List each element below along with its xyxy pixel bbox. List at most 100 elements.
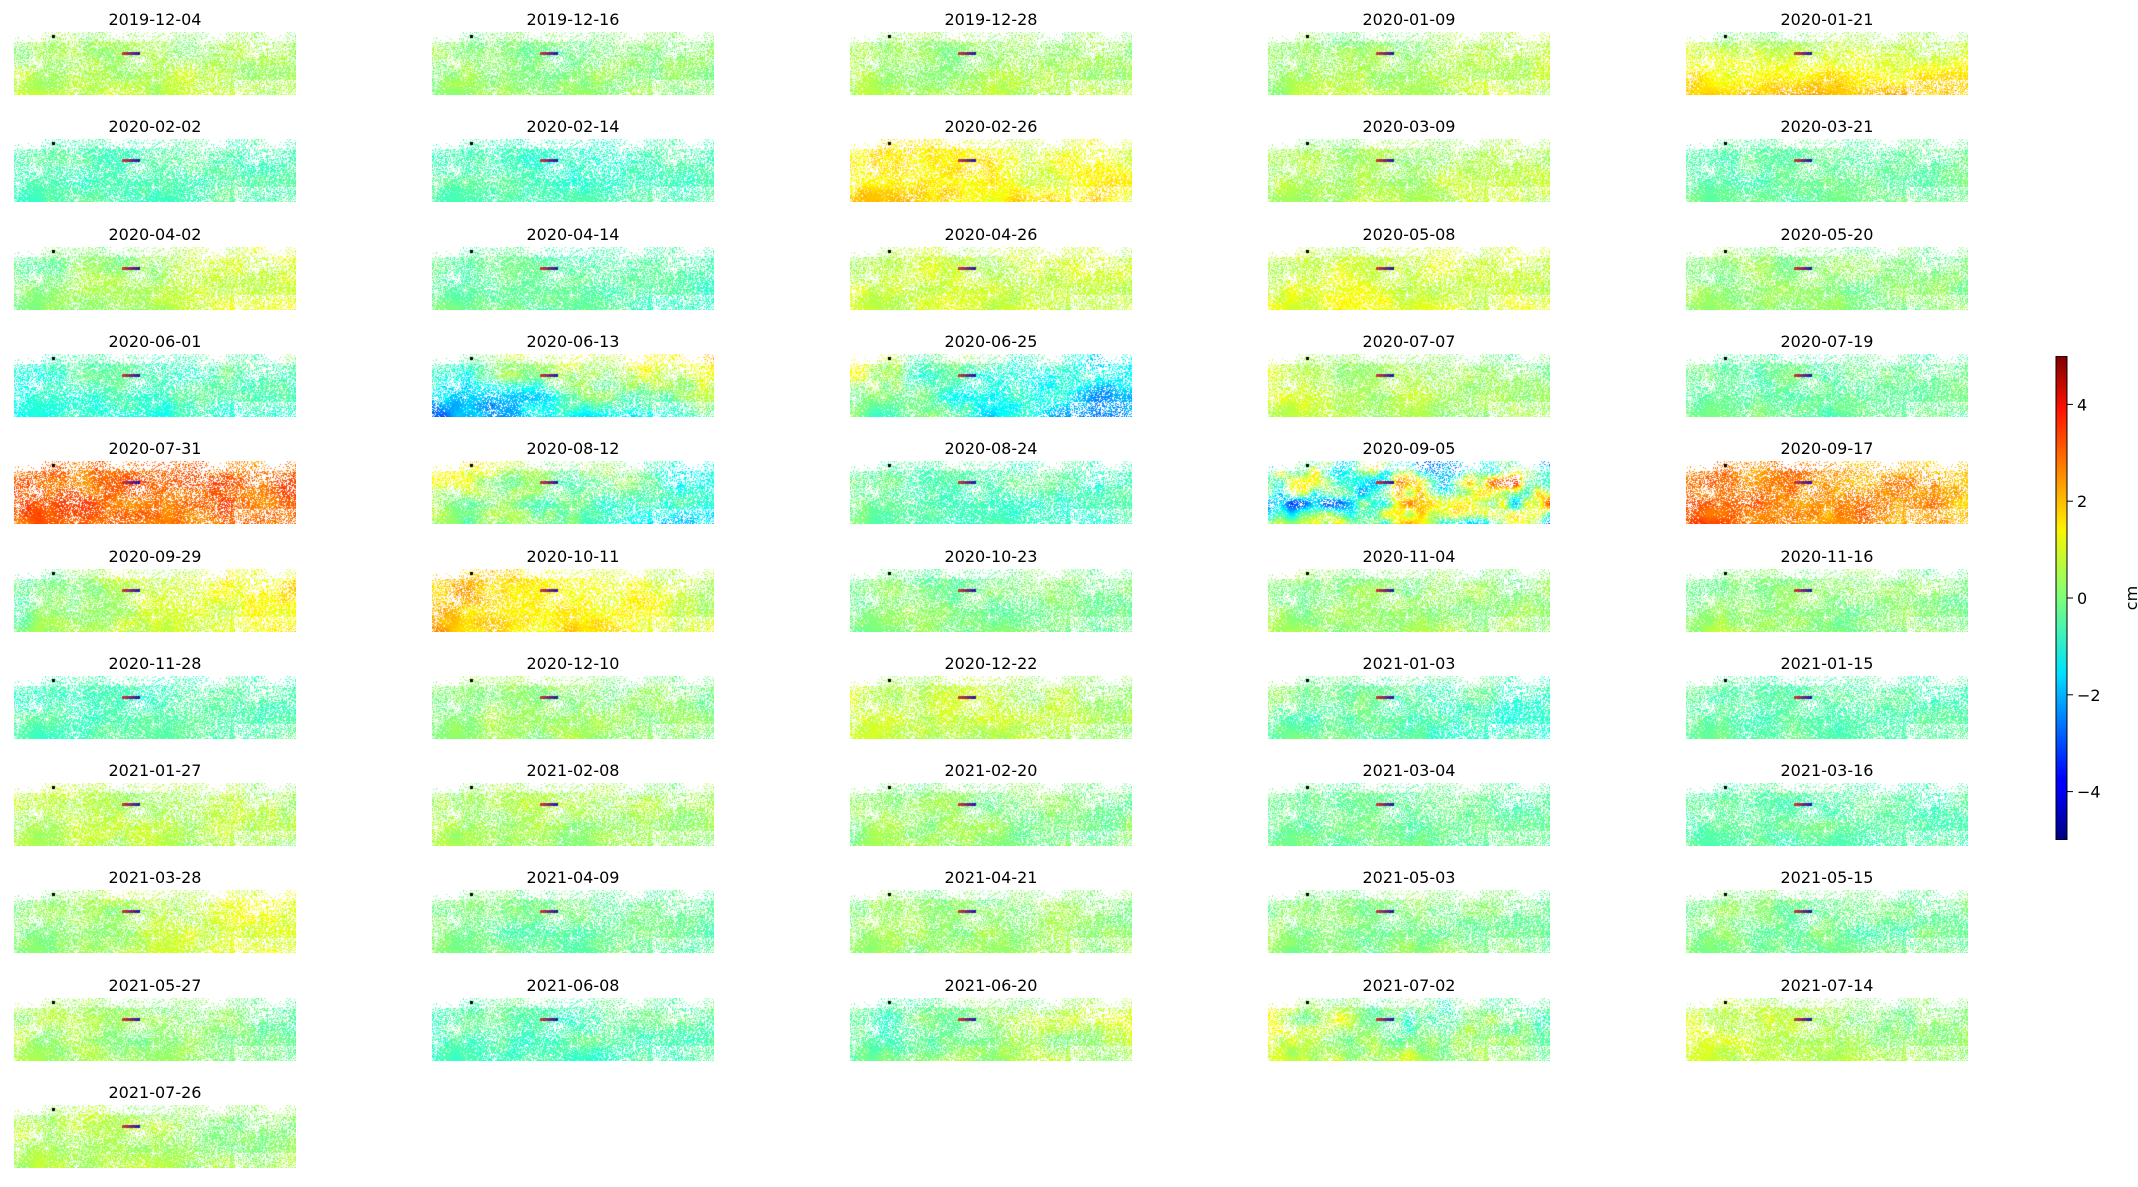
panel-map: [432, 569, 714, 632]
panel-title: 2020-11-04: [1362, 547, 1456, 566]
panel: 2021-04-09: [432, 868, 714, 953]
panel-map: [14, 1105, 296, 1168]
panel-map: [432, 32, 714, 95]
panel: 2020-03-21: [1686, 117, 1968, 202]
panel-title: 2019-12-04: [108, 10, 202, 29]
panel: 2020-08-12: [432, 439, 714, 524]
panel-map: [14, 783, 296, 846]
panel: 2021-04-21: [850, 868, 1132, 953]
panel-map: [432, 247, 714, 310]
panel: 2020-12-22: [850, 654, 1132, 739]
panel-title: 2021-01-03: [1362, 654, 1456, 673]
panel: 2019-12-16: [432, 10, 714, 95]
panel-map: [1686, 998, 1968, 1061]
panel-map: [1686, 676, 1968, 739]
panel-map: [1686, 569, 1968, 632]
panel-title: 2021-04-21: [944, 868, 1038, 887]
panel-map: [850, 998, 1132, 1061]
panel-title: 2021-07-26: [108, 1083, 202, 1102]
panel-map: [14, 461, 296, 524]
panel-map: [14, 890, 296, 953]
panel-map: [1268, 998, 1550, 1061]
panel-title: 2020-03-21: [1780, 117, 1874, 136]
panel-title: 2020-07-19: [1780, 332, 1874, 351]
panel: 2021-01-15: [1686, 654, 1968, 739]
panel-title: 2021-06-20: [944, 976, 1038, 995]
panel-title: 2020-02-02: [108, 117, 202, 136]
panel: 2021-07-26: [14, 1083, 296, 1168]
panel-map: [1686, 783, 1968, 846]
panel: 2021-05-03: [1268, 868, 1550, 953]
panel-title: 2020-06-01: [108, 332, 202, 351]
panel-map: [1686, 461, 1968, 524]
panel: 2021-06-20: [850, 976, 1132, 1061]
panel-title: 2021-05-27: [108, 976, 202, 995]
colorbar-tick-label: −4: [2077, 783, 2101, 802]
panel-map: [850, 676, 1132, 739]
colorbar-label: cm: [2122, 586, 2138, 610]
panel-map: [850, 890, 1132, 953]
panel: 2020-10-11: [432, 547, 714, 632]
panel: 2020-02-02: [14, 117, 296, 202]
panel-title: 2021-03-16: [1780, 761, 1874, 780]
panel-title: 2020-11-16: [1780, 547, 1874, 566]
panel-title: 2020-12-10: [526, 654, 620, 673]
panel-map: [850, 569, 1132, 632]
panel-title: 2021-02-20: [944, 761, 1038, 780]
panel-title: 2020-11-28: [108, 654, 202, 673]
panel-title: 2020-08-24: [944, 439, 1038, 458]
panel-map: [14, 998, 296, 1061]
panel-title: 2020-05-08: [1362, 225, 1456, 244]
panel: 2021-05-27: [14, 976, 296, 1061]
panel-title: 2021-05-03: [1362, 868, 1456, 887]
panel: 2021-02-08: [432, 761, 714, 846]
panel-title: 2020-08-12: [526, 439, 620, 458]
panel-title: 2020-01-21: [1780, 10, 1874, 29]
panel-map: [432, 890, 714, 953]
panel: 2020-05-20: [1686, 225, 1968, 310]
panel: 2020-01-09: [1268, 10, 1550, 95]
panel-title: 2020-09-05: [1362, 439, 1456, 458]
panel: 2020-12-10: [432, 654, 714, 739]
panel-map: [1268, 247, 1550, 310]
panel-map: [432, 998, 714, 1061]
panel: 2020-11-16: [1686, 547, 1968, 632]
panel: 2021-07-14: [1686, 976, 1968, 1061]
panel: 2021-05-15: [1686, 868, 1968, 953]
panel: 2020-01-21: [1686, 10, 1968, 95]
panel: 2021-01-03: [1268, 654, 1550, 739]
panel-title: 2021-02-08: [526, 761, 620, 780]
panel: 2019-12-04: [14, 10, 296, 95]
panel: 2021-03-16: [1686, 761, 1968, 846]
panel-title: 2021-07-14: [1780, 976, 1874, 995]
panel-map: [850, 32, 1132, 95]
panel-map: [1268, 139, 1550, 202]
panel: 2021-02-20: [850, 761, 1132, 846]
colorbar: −4 −2 0 2 4 cm: [2055, 356, 2138, 840]
panel: 2020-08-24: [850, 439, 1132, 524]
colorbar-tick-label: −2: [2077, 686, 2101, 705]
panel-map: [1686, 354, 1968, 417]
panel-title: 2020-10-23: [944, 547, 1038, 566]
panel: 2020-11-28: [14, 654, 296, 739]
panel-map: [1268, 676, 1550, 739]
panel-map: [1686, 247, 1968, 310]
panel-title: 2020-12-22: [944, 654, 1038, 673]
panel-map: [432, 354, 714, 417]
panel-title: 2020-09-29: [108, 547, 202, 566]
panel-map: [1268, 783, 1550, 846]
panel: 2020-02-26: [850, 117, 1132, 202]
panel-title: 2019-12-16: [526, 10, 620, 29]
colorbar-gradient: [2055, 356, 2068, 840]
panel-title: 2020-04-14: [526, 225, 620, 244]
panel-map: [1268, 354, 1550, 417]
panel-map: [1268, 461, 1550, 524]
colorbar-ticks: −4 −2 0 2 4: [2067, 395, 2101, 802]
panel-map: [850, 461, 1132, 524]
panel: 2021-07-02: [1268, 976, 1550, 1061]
panel: 2020-07-07: [1268, 332, 1550, 417]
panel: 2020-06-01: [14, 332, 296, 417]
panel-map: [432, 676, 714, 739]
panel: 2020-07-31: [14, 439, 296, 524]
